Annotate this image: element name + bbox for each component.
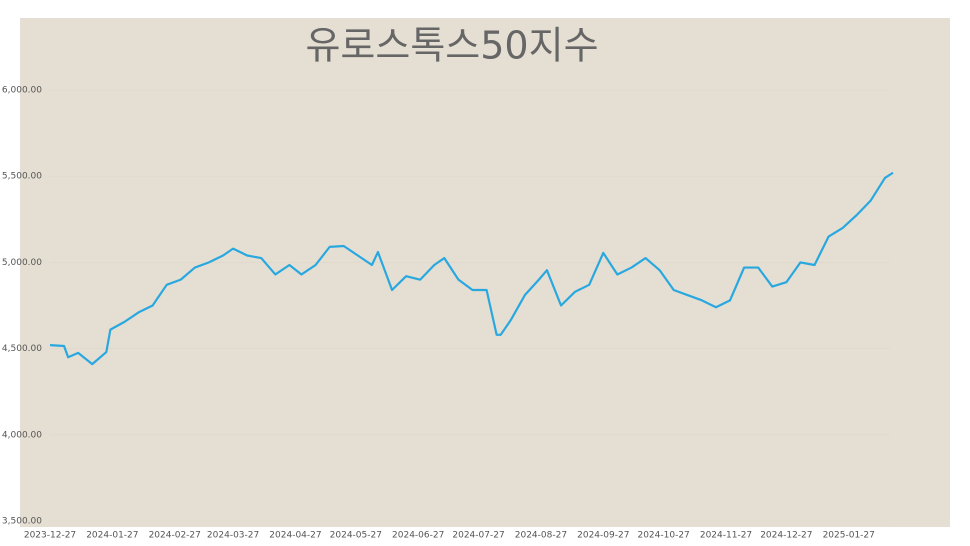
x-tick-label: 2024-02-27 — [149, 531, 201, 541]
x-tick-label: 2024-07-27 — [452, 531, 504, 541]
y-tick-label: 3,500.00 — [2, 517, 42, 527]
x-tick-label: 2024-05-27 — [330, 531, 382, 541]
x-tick-label: 2023-12-27 — [24, 531, 76, 541]
plot-background — [20, 18, 950, 527]
y-tick-label: 5,500.00 — [2, 172, 42, 182]
x-tick-label: 2024-03-27 — [207, 531, 259, 541]
x-tick-label: 2024-12-27 — [760, 531, 812, 541]
x-tick-label: 2024-08-27 — [515, 531, 567, 541]
y-tick-label: 5,000.00 — [2, 258, 42, 268]
chart-title: 유로스톡스50지수 — [305, 24, 598, 68]
y-tick-label: 6,000.00 — [2, 86, 42, 96]
y-tick-label: 4,500.00 — [2, 344, 42, 354]
x-tick-label: 2024-04-27 — [269, 531, 321, 541]
series-line — [49, 171, 894, 366]
y-tick-label: 4,000.00 — [2, 430, 42, 440]
x-tick-label: 2024-09-27 — [577, 531, 629, 541]
x-tick-label: 2024-06-27 — [392, 531, 444, 541]
x-tick-label: 2024-01-27 — [86, 531, 138, 541]
x-tick-label: 2024-11-27 — [700, 531, 752, 541]
x-tick-label: 2025-01-27 — [823, 531, 875, 541]
x-tick-label: 2024-10-27 — [637, 531, 689, 541]
